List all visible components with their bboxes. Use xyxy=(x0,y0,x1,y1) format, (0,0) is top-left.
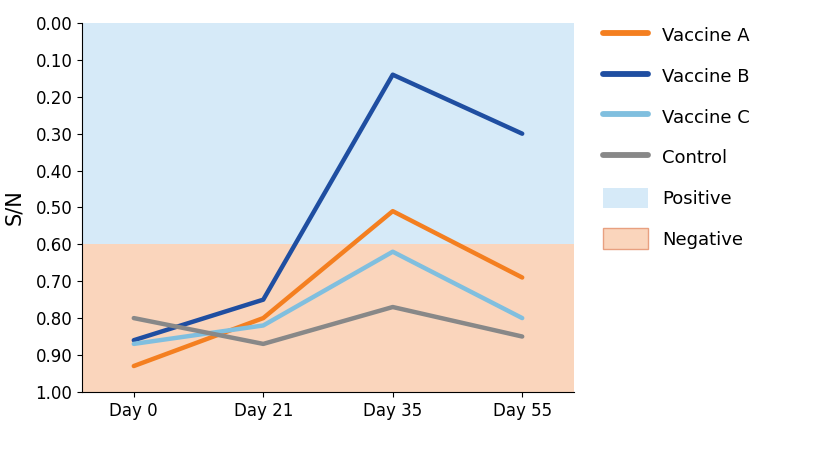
Y-axis label: S/N: S/N xyxy=(4,189,25,225)
Legend: Vaccine A, Vaccine B, Vaccine C, Control, Positive, Negative: Vaccine A, Vaccine B, Vaccine C, Control… xyxy=(602,25,749,249)
Bar xyxy=(82,244,573,392)
Bar xyxy=(82,23,573,244)
